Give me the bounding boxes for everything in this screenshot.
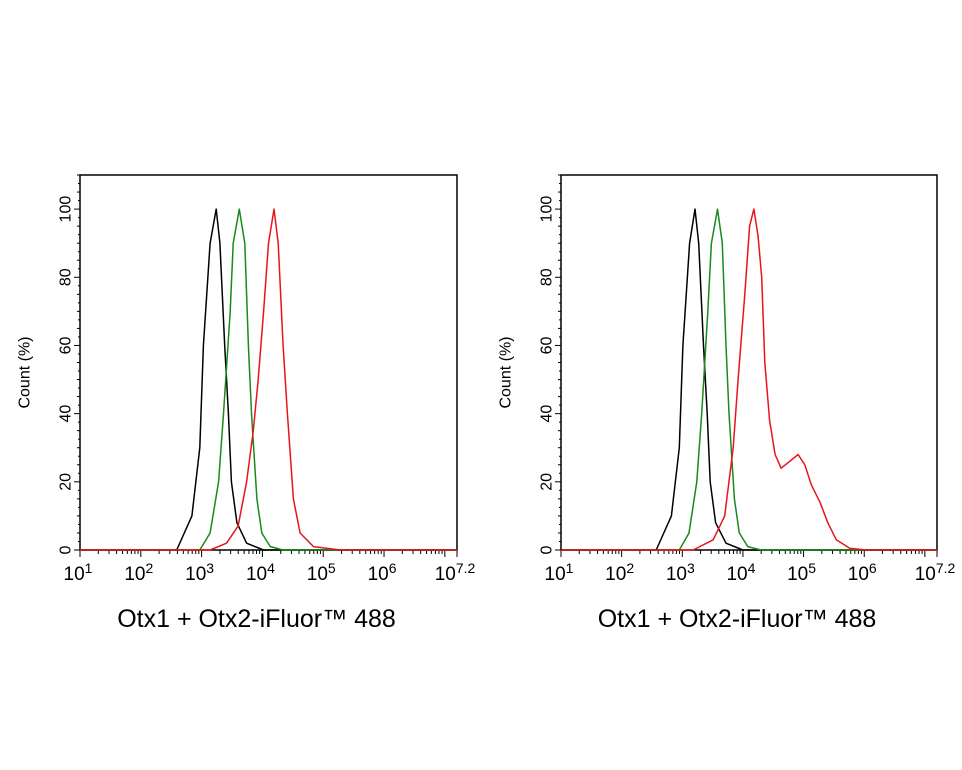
- x-tick-label: 101: [545, 560, 574, 585]
- x-tick-label: 102: [605, 560, 634, 585]
- histogram-series-1: [561, 208, 937, 551]
- histogram-panel-1: 0 20 40 60 80 100 101 102 103 104 105 106 107.2 Count…: [17, 174, 476, 633]
- y-tick-label: 100: [539, 196, 556, 223]
- x-tick-exponent: 3: [687, 560, 695, 576]
- x-axis-label: Otx1 + Otx2-iFluor™ 488: [598, 605, 877, 633]
- x-tick-exponent: 1: [566, 560, 574, 576]
- y-tick-label: 40: [58, 405, 75, 423]
- x-tick-exponent: 5: [808, 560, 816, 576]
- x-tick-exponent: 7.2: [456, 560, 476, 576]
- y-tick-label: 100: [58, 196, 75, 223]
- x-tick-exponent: 3: [206, 560, 214, 576]
- plot-frame: [79, 174, 458, 551]
- y-axis-label: Count (%): [498, 336, 515, 408]
- x-tick-label: 102: [124, 560, 153, 585]
- x-tick-exponent: 6: [869, 560, 877, 576]
- y-tick-label: 20: [58, 473, 75, 491]
- histogram-series-3: [80, 208, 457, 551]
- y-tick-label: 20: [539, 473, 556, 491]
- x-tick-label: 107.2: [915, 560, 956, 585]
- x-tick-exponent: 4: [267, 560, 275, 576]
- x-tick-label: 106: [848, 560, 877, 585]
- x-tick-exponent: 2: [145, 560, 153, 576]
- y-tick-label: 80: [539, 268, 556, 286]
- histogram-series-3: [561, 208, 937, 551]
- x-tick-exponent: 1: [85, 560, 93, 576]
- x-tick-label: 104: [726, 560, 755, 585]
- x-tick-label: 103: [185, 560, 214, 585]
- x-tick-label: 105: [787, 560, 816, 585]
- histogram-panel-2: 0 20 40 60 80 100 101 102 103 104 105 106 107.2 Count…: [498, 174, 956, 633]
- y-axis-label: Count (%): [17, 336, 34, 408]
- x-axis-label: Otx1 + Otx2-iFluor™ 488: [117, 605, 396, 633]
- x-tick-label: 107.2: [435, 560, 476, 585]
- y-tick-label: 0: [539, 545, 556, 554]
- histogram-series-2: [561, 208, 937, 551]
- y-tick-label: 0: [58, 545, 75, 554]
- x-tick-label: 104: [246, 560, 275, 585]
- x-tick-exponent: 5: [328, 560, 336, 576]
- y-tick-label: 40: [539, 405, 556, 423]
- histogram-series-2: [80, 208, 457, 551]
- x-tick-label: 105: [307, 560, 336, 585]
- x-tick-exponent: 7.2: [936, 560, 956, 576]
- x-tick-label: 106: [368, 560, 397, 585]
- x-tick-label: 101: [64, 560, 93, 585]
- histogram-series-1: [80, 208, 457, 551]
- y-tick-label: 60: [539, 336, 556, 354]
- x-tick-exponent: 4: [748, 560, 756, 576]
- y-tick-label: 60: [58, 336, 75, 354]
- x-tick-label: 103: [666, 560, 695, 585]
- y-tick-label: 80: [58, 268, 75, 286]
- x-tick-exponent: 2: [626, 560, 634, 576]
- x-tick-exponent: 6: [389, 560, 397, 576]
